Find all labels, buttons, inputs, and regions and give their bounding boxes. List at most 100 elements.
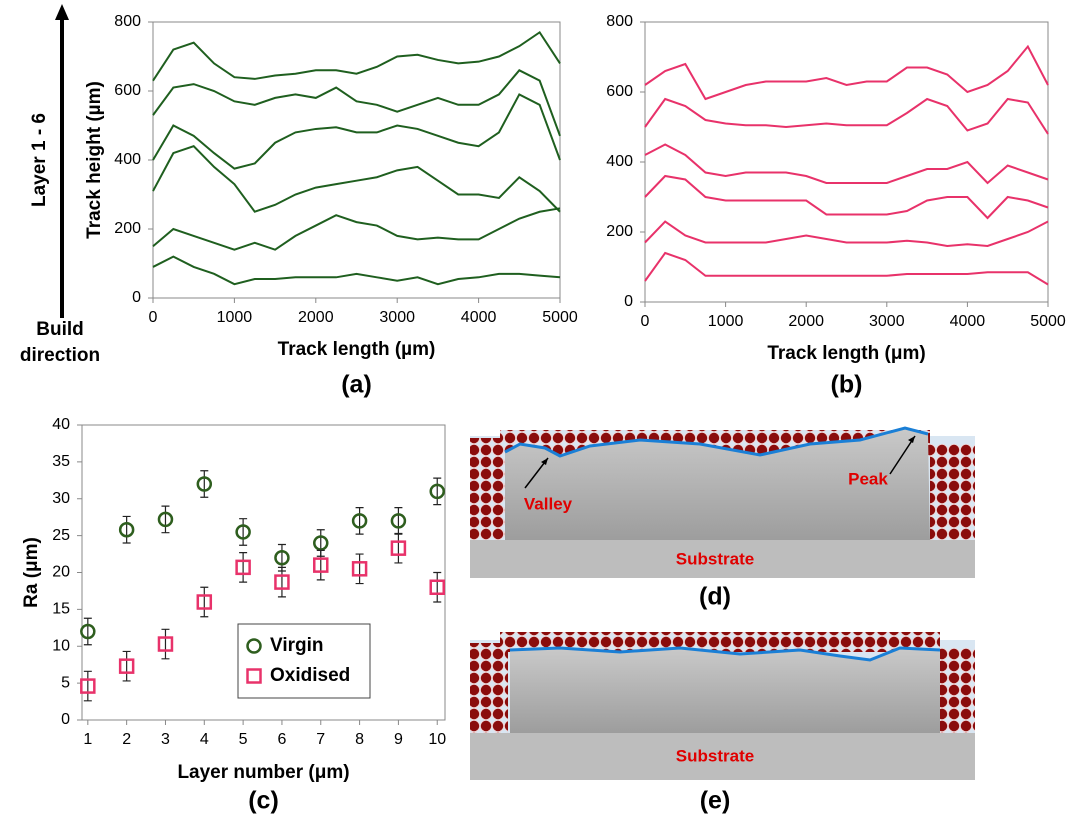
error-bar bbox=[355, 553, 364, 585]
point bbox=[429, 579, 445, 595]
x-tick-label: 3000 bbox=[379, 309, 415, 326]
line-series bbox=[152, 93, 561, 170]
x-tick-label: 0 bbox=[641, 313, 650, 330]
y-tick-label: 0 bbox=[132, 289, 141, 306]
x-tick-label: 5000 bbox=[1030, 313, 1066, 330]
point bbox=[390, 513, 407, 529]
x-tick-label: 8 bbox=[355, 731, 364, 748]
x-tick-label: 0 bbox=[149, 309, 158, 326]
plot-frame bbox=[644, 21, 1049, 303]
x-tick-label: 4 bbox=[200, 731, 209, 748]
y-axis-label: Track height (µm) bbox=[84, 81, 105, 239]
error-bar bbox=[433, 477, 442, 506]
error-bar bbox=[83, 617, 92, 646]
y-tick-label: 600 bbox=[606, 83, 633, 100]
error-bar bbox=[394, 507, 403, 535]
point bbox=[274, 550, 290, 566]
y-tick-label: 800 bbox=[606, 13, 633, 30]
line-series bbox=[152, 30, 561, 82]
x-tick-label: 4000 bbox=[461, 309, 497, 326]
error-bar bbox=[200, 470, 209, 498]
legend-label: Virgin bbox=[270, 635, 324, 656]
point bbox=[80, 678, 96, 694]
line-series bbox=[644, 143, 1049, 185]
error-bar bbox=[161, 505, 170, 534]
error-bar bbox=[122, 650, 131, 682]
point bbox=[157, 636, 174, 652]
annotation: Substrate bbox=[676, 549, 754, 568]
error-bar bbox=[355, 507, 364, 535]
y-tick-label: 15 bbox=[52, 601, 70, 618]
line-series bbox=[152, 69, 561, 137]
y-tick-label: 400 bbox=[606, 153, 633, 170]
point bbox=[351, 561, 368, 577]
annotation: Substrate bbox=[676, 746, 754, 765]
line-series bbox=[644, 174, 1049, 220]
line-series bbox=[644, 97, 1049, 135]
y-tick-label: 35 bbox=[52, 453, 70, 470]
point bbox=[80, 623, 96, 640]
error-bar bbox=[394, 532, 403, 564]
y-tick-label: 200 bbox=[606, 223, 633, 240]
point bbox=[118, 658, 135, 674]
annotation: Peak bbox=[848, 469, 888, 488]
point bbox=[235, 559, 251, 576]
point bbox=[196, 476, 213, 492]
point bbox=[390, 540, 407, 556]
line-series bbox=[644, 251, 1049, 286]
y-tick-label: 400 bbox=[114, 151, 141, 168]
legend-marker bbox=[246, 668, 262, 684]
x-tick-label: 1000 bbox=[217, 309, 253, 326]
y-tick-label: 10 bbox=[52, 637, 70, 654]
build-arrow-head bbox=[55, 4, 69, 20]
error-bar bbox=[122, 515, 131, 544]
x-axis-label: Layer number (μm) bbox=[177, 762, 349, 783]
x-tick-label: 4000 bbox=[950, 313, 986, 330]
y-tick-label: 30 bbox=[52, 490, 70, 507]
direction-label: Build bbox=[36, 319, 84, 340]
x-tick-label: 2000 bbox=[788, 313, 824, 330]
y-axis-label: Ra (μm) bbox=[21, 537, 42, 608]
x-tick-label: 5 bbox=[239, 731, 248, 748]
x-tick-label: 2000 bbox=[298, 309, 334, 326]
y-tick-label: 600 bbox=[114, 82, 141, 99]
point bbox=[313, 557, 329, 573]
legend-box bbox=[237, 623, 371, 699]
x-tick-label: 5000 bbox=[542, 309, 578, 326]
error-bar bbox=[83, 670, 92, 702]
x-tick-label: 1 bbox=[83, 731, 92, 748]
line-series bbox=[152, 207, 561, 251]
point bbox=[429, 483, 445, 500]
line-series bbox=[152, 255, 561, 286]
side-label: Layer 1 - 6 bbox=[29, 113, 50, 207]
point bbox=[196, 594, 213, 610]
annotation: Valley bbox=[524, 494, 573, 513]
line-series bbox=[644, 220, 1049, 248]
x-tick-label: 10 bbox=[428, 731, 446, 748]
point bbox=[235, 524, 251, 540]
y-tick-label: 800 bbox=[114, 13, 141, 30]
y-tick-label: 25 bbox=[52, 527, 70, 544]
x-tick-label: 1000 bbox=[708, 313, 744, 330]
error-bar bbox=[200, 586, 209, 618]
point bbox=[351, 513, 368, 529]
legend-label: Oxidised bbox=[270, 665, 350, 686]
point bbox=[118, 521, 135, 538]
panel-label: (c) bbox=[248, 787, 279, 815]
direction-label: direction bbox=[20, 345, 100, 366]
x-tick-label: 3000 bbox=[869, 313, 905, 330]
panel-label: (a) bbox=[341, 371, 372, 399]
y-tick-label: 40 bbox=[52, 416, 70, 433]
panel-label: (e) bbox=[700, 787, 731, 815]
x-tick-label: 2 bbox=[122, 731, 131, 748]
line-series bbox=[152, 145, 561, 213]
y-tick-label: 200 bbox=[114, 220, 141, 237]
x-tick-label: 3 bbox=[161, 731, 170, 748]
x-axis-label: Track length (μm) bbox=[767, 343, 925, 364]
line-series bbox=[644, 44, 1049, 101]
error-bar bbox=[239, 551, 248, 583]
point bbox=[313, 535, 329, 551]
image-e: Substrate (e) bbox=[470, 632, 975, 815]
x-tick-label: 7 bbox=[316, 731, 325, 748]
y-tick-label: 20 bbox=[52, 564, 70, 581]
